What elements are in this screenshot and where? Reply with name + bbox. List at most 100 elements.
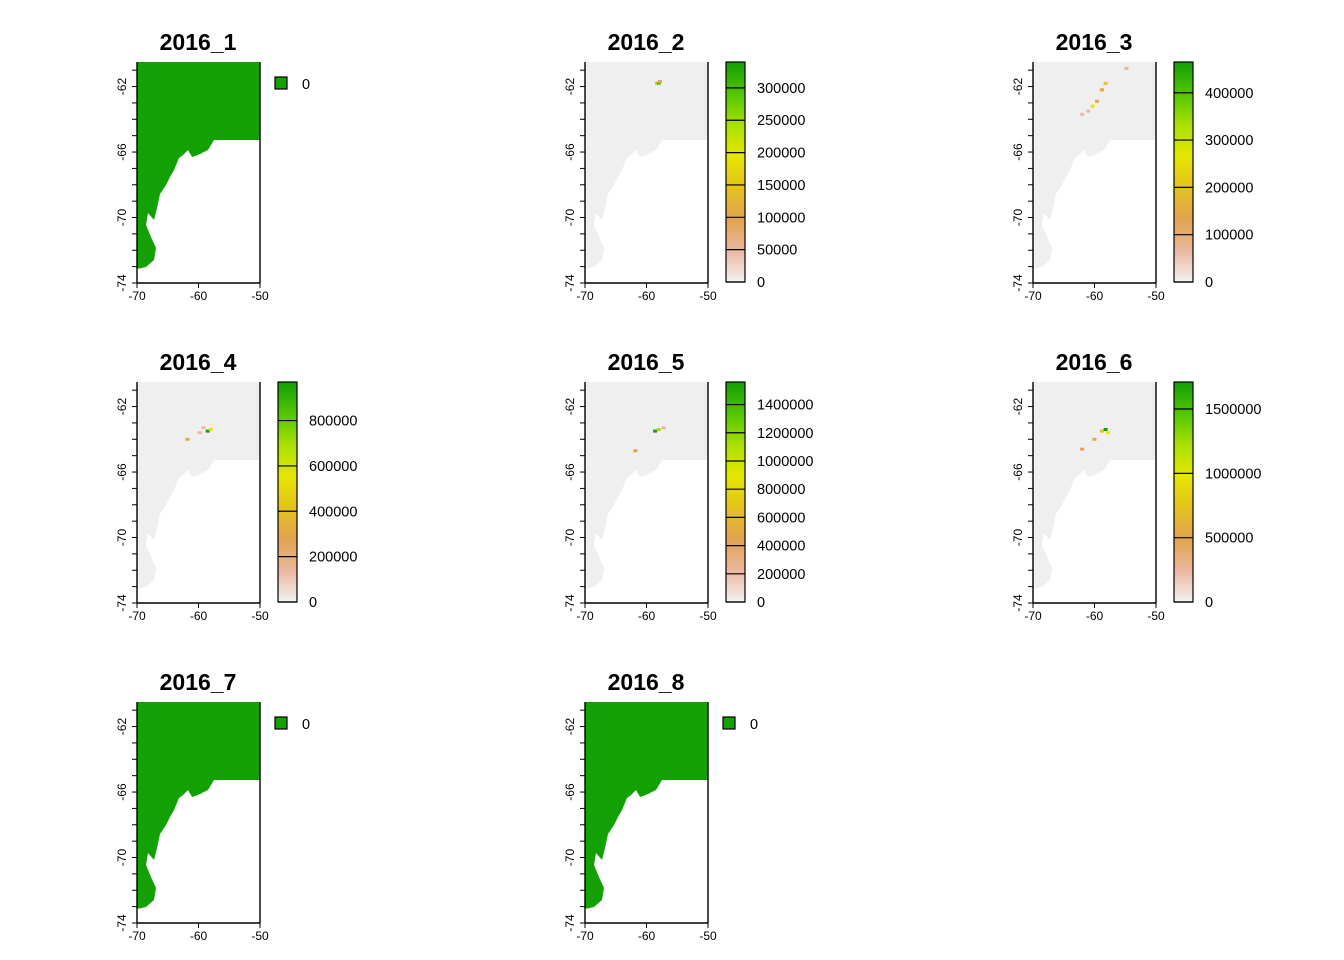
legend-label: 0 xyxy=(1205,275,1213,291)
panel-title: 2016_6 xyxy=(1056,349,1133,375)
legend-colorbar xyxy=(1173,61,1194,283)
raster-fill xyxy=(585,62,708,269)
raster-fill xyxy=(1033,62,1156,269)
raster-hotspot xyxy=(656,428,661,431)
legend-label: 0 xyxy=(302,77,310,93)
y-tick-label: -62 xyxy=(1011,398,1025,416)
legend-label: 0 xyxy=(1205,595,1213,611)
raster-hotspot xyxy=(1095,99,1099,103)
legend-label: 0 xyxy=(757,275,765,291)
map-panel-2016-4: 2016_4 -62 -66 -70 -74 -70 -60 -50 0 200000 400000… xyxy=(0,320,440,640)
raster-hotspot xyxy=(185,437,190,441)
y-tick-label: -66 xyxy=(115,463,129,481)
panel-title: 2016_7 xyxy=(160,669,237,695)
x-tick-label: -70 xyxy=(1024,289,1042,303)
raster-hotspot xyxy=(1086,109,1091,113)
x-tick-label: -60 xyxy=(190,929,208,943)
map-svg: 2016_8-62-66-70-74-70 -60 -500 xyxy=(563,669,758,943)
y-tick-label: -70 xyxy=(563,209,577,227)
legend-label: 1400000 xyxy=(757,398,813,414)
map-svg: 2016_1-62-66-70-74-70 -60 -500 xyxy=(115,29,310,303)
legend-label: 200000 xyxy=(757,567,805,583)
raster-fill xyxy=(1033,382,1156,589)
y-tick-label: -74 xyxy=(563,914,577,932)
legend-label: 0 xyxy=(750,717,758,733)
panel-title: 2016_1 xyxy=(160,29,237,55)
y-tick-label: -70 xyxy=(563,849,577,867)
legend-colorbar xyxy=(725,61,746,283)
map-svg: 2016_2-62-66-70-74-70 -60 -500500001000001… xyxy=(563,29,805,303)
legend-label: 400000 xyxy=(309,504,357,520)
x-tick-label: -60 xyxy=(1086,609,1104,623)
y-tick-label: -74 xyxy=(115,914,129,932)
y-tick-label: -74 xyxy=(563,274,577,292)
y-tick-label: -74 xyxy=(563,594,577,612)
x-tick-label: -60 xyxy=(638,929,656,943)
map-svg: 2016_4-62-66-70-74-70 -60 -500200000400000… xyxy=(115,349,357,623)
x-tick-label: -70 xyxy=(576,609,594,623)
x-tick-label: -50 xyxy=(251,289,269,303)
map-panel-2016-7: 2016_7 -62 -66 -70 -74 -70 -60 -50 0 xyxy=(0,640,440,960)
map-panel-2016-5: 2016_5 -62 -66 -70 -74 -70 -60 -50 0 200000 400000… xyxy=(448,320,888,640)
y-tick-label: -66 xyxy=(115,143,129,161)
raster-hotspot xyxy=(1124,67,1129,70)
raster-fill xyxy=(137,382,260,589)
raster-hotspot xyxy=(633,449,638,453)
map-svg: 2016_5-62-66-70-74-70 -60 -500200000400000… xyxy=(563,349,813,623)
raster-hotspot xyxy=(1092,437,1097,441)
raster-fill xyxy=(137,702,260,909)
raster-hotspot xyxy=(656,81,661,85)
y-tick-label: -66 xyxy=(563,143,577,161)
legend-label: 1500000 xyxy=(1205,402,1261,418)
x-tick-label: -60 xyxy=(638,609,656,623)
y-tick-label: -70 xyxy=(1011,529,1025,547)
map-panel-2016-3: 2016_3 -62 -66 -70 -74 -70 -60 -50 0 100000 200000… xyxy=(896,0,1336,320)
legend-label: 400000 xyxy=(1205,86,1253,102)
y-tick-label: -70 xyxy=(115,849,129,867)
y-tick-label: -62 xyxy=(115,78,129,96)
legend-label: 150000 xyxy=(757,178,805,194)
legend-label: 100000 xyxy=(1205,228,1253,244)
x-tick-label: -50 xyxy=(699,929,717,943)
raster-hotspot xyxy=(208,428,213,431)
legend-label: 200000 xyxy=(757,146,805,162)
x-tick-label: -70 xyxy=(576,289,594,303)
legend-swatch xyxy=(274,76,288,90)
x-tick-label: -50 xyxy=(699,609,717,623)
map-svg: 2016_7-62-66-70-74-70 -60 -500 xyxy=(115,669,310,943)
y-tick-label: -66 xyxy=(115,783,129,801)
panel-title: 2016_8 xyxy=(608,669,685,695)
raster-fill xyxy=(137,62,260,269)
map-svg: 2016_3-62-66-70-74-70 -60 -500100000200000… xyxy=(1011,29,1253,303)
x-tick-label: -70 xyxy=(576,929,594,943)
y-tick-label: -66 xyxy=(1011,463,1025,481)
y-tick-label: -62 xyxy=(115,718,129,736)
legend-colorbar xyxy=(725,381,746,603)
y-tick-label: -66 xyxy=(563,783,577,801)
legend-swatch xyxy=(722,716,736,730)
panel-title: 2016_4 xyxy=(160,349,237,375)
legend-label: 1000000 xyxy=(1205,466,1261,482)
map-panel-2016-6: 2016_6 -62 -66 -70 -74 -70 -60 -50 0 500000 100000… xyxy=(896,320,1336,640)
raster-hotspot xyxy=(661,426,666,430)
raster-fill xyxy=(585,702,708,909)
panel-title: 2016_3 xyxy=(1056,29,1133,55)
y-tick-label: -70 xyxy=(115,529,129,547)
map-panel-2016-8: 2016_8 -62 -66 -70 -74 -70 -60 -50 0 xyxy=(448,640,888,960)
legend-label: 600000 xyxy=(757,510,805,526)
map-panel-2016-1: 2016_1 -62 -66 -70 -74 -70 -60 -50 0 xyxy=(0,0,440,320)
y-tick-label: -66 xyxy=(1011,143,1025,161)
legend-colorbar xyxy=(277,381,298,603)
x-tick-label: -60 xyxy=(190,609,208,623)
y-tick-label: -70 xyxy=(563,529,577,547)
raster-hotspot xyxy=(197,431,202,435)
raster-hotspot xyxy=(1080,112,1085,116)
x-tick-label: -50 xyxy=(1147,609,1165,623)
map-panel-2016-2: 2016_2 -62 -66 -70 -74 -70 -60 -50 0 50000 100000 1… xyxy=(448,0,888,320)
legend-label: 0 xyxy=(309,595,317,611)
y-tick-label: -74 xyxy=(1011,594,1025,612)
y-tick-label: -66 xyxy=(563,463,577,481)
raster-hotspot xyxy=(205,429,210,433)
legend-label: 500000 xyxy=(1205,531,1253,547)
y-tick-label: -62 xyxy=(563,718,577,736)
